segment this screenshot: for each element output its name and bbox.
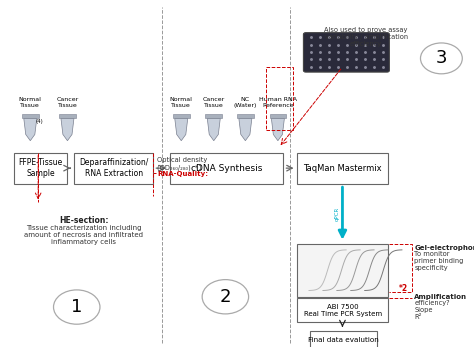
Text: FFPE-Tissue
Sample: FFPE-Tissue Sample [18, 159, 63, 178]
Polygon shape [173, 114, 190, 118]
Text: 3: 3 [436, 49, 447, 68]
Text: HE-section:: HE-section: [59, 216, 109, 225]
Text: 1: 1 [71, 298, 82, 316]
Text: Cancer
Tissue: Cancer Tissue [56, 97, 79, 108]
Bar [310, 331, 377, 350]
Polygon shape [61, 118, 74, 141]
Text: efficiency?
Slope
R²: efficiency? Slope R² [414, 293, 450, 320]
Polygon shape [24, 118, 37, 141]
Polygon shape [22, 114, 39, 118]
Text: 2: 2 [219, 288, 231, 306]
Text: qPCR: qPCR [334, 206, 339, 220]
Bar [297, 153, 388, 183]
Text: (4): (4) [36, 119, 44, 124]
Bar [297, 299, 388, 322]
Bar [74, 153, 154, 183]
Circle shape [420, 43, 462, 74]
Polygon shape [270, 114, 286, 118]
Bar [170, 153, 283, 183]
Text: Cancer
Tissue: Cancer Tissue [203, 97, 225, 108]
Polygon shape [175, 118, 188, 141]
Text: Also used to prove assay
variability / amplification
efficiency: Also used to prove assay variability / a… [324, 27, 408, 47]
Text: To monitor
primer binding
specificity: To monitor primer binding specificity [414, 244, 464, 271]
Text: NC
(Water): NC (Water) [234, 97, 257, 108]
Text: Amplification: Amplification [414, 294, 467, 300]
Text: *2: *2 [399, 285, 408, 293]
Text: ABI 7500
Real Time PCR System: ABI 7500 Real Time PCR System [304, 304, 382, 317]
Text: cDNA Synthesis: cDNA Synthesis [191, 164, 262, 173]
Text: Deparaffinization/
RNA Extraction: Deparaffinization/ RNA Extraction [79, 159, 148, 178]
Text: Tissue characterization including
amount of necrosis and infiltrated
inflammator: Tissue characterization including amount… [24, 225, 143, 245]
Bar [266, 67, 293, 131]
Circle shape [54, 290, 100, 324]
Polygon shape [207, 118, 220, 141]
FancyBboxPatch shape [303, 33, 389, 72]
Text: TaqMan Mastermix: TaqMan Mastermix [303, 164, 382, 173]
Text: RNA-Quality:: RNA-Quality: [157, 171, 208, 177]
Polygon shape [59, 114, 76, 118]
Circle shape [202, 280, 248, 314]
Bar [297, 244, 388, 297]
Text: Final data evalution: Final data evalution [308, 337, 379, 343]
Text: Gel-electrophoresis: Gel-electrophoresis [414, 245, 474, 251]
Polygon shape [239, 118, 252, 141]
Polygon shape [272, 118, 284, 141]
Text: Normal
Tissue: Normal Tissue [170, 97, 193, 108]
Text: Normal
Tissue: Normal Tissue [19, 97, 42, 108]
Polygon shape [205, 114, 222, 118]
Text: Human RNA
Reference: Human RNA Reference [259, 97, 297, 108]
Bar [14, 153, 67, 183]
Polygon shape [237, 114, 254, 118]
Text: Optical density
(OD₂₆₀/₂₈₀)  *1: Optical density (OD₂₆₀/₂₈₀) *1 [157, 157, 207, 171]
